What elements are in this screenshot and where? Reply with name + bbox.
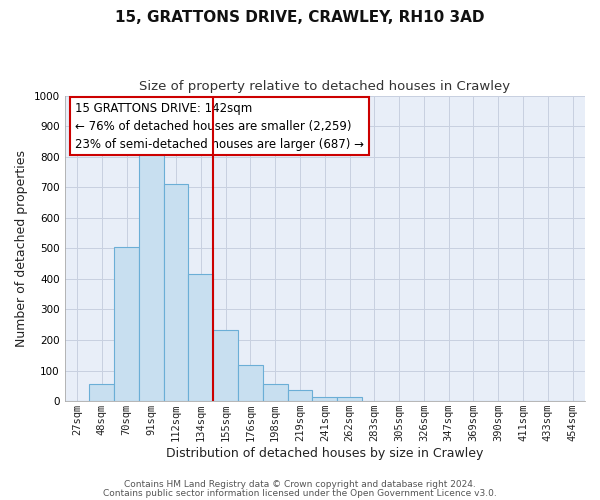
Bar	[164, 184, 188, 401]
Bar	[114, 247, 139, 401]
Bar	[89, 384, 114, 401]
Bar	[313, 398, 337, 401]
Bar	[139, 150, 164, 401]
X-axis label: Distribution of detached houses by size in Crawley: Distribution of detached houses by size …	[166, 447, 484, 460]
Text: Contains HM Land Registry data © Crown copyright and database right 2024.: Contains HM Land Registry data © Crown c…	[124, 480, 476, 489]
Text: 15, GRATTONS DRIVE, CRAWLEY, RH10 3AD: 15, GRATTONS DRIVE, CRAWLEY, RH10 3AD	[115, 10, 485, 25]
Bar	[213, 330, 238, 401]
Bar	[287, 390, 313, 401]
Bar	[238, 365, 263, 401]
Bar	[263, 384, 287, 401]
Bar	[188, 274, 213, 401]
Text: Contains public sector information licensed under the Open Government Licence v3: Contains public sector information licen…	[103, 488, 497, 498]
Text: 15 GRATTONS DRIVE: 142sqm
← 76% of detached houses are smaller (2,259)
23% of se: 15 GRATTONS DRIVE: 142sqm ← 76% of detac…	[75, 102, 364, 150]
Bar	[337, 398, 362, 401]
Title: Size of property relative to detached houses in Crawley: Size of property relative to detached ho…	[139, 80, 511, 93]
Y-axis label: Number of detached properties: Number of detached properties	[15, 150, 28, 347]
